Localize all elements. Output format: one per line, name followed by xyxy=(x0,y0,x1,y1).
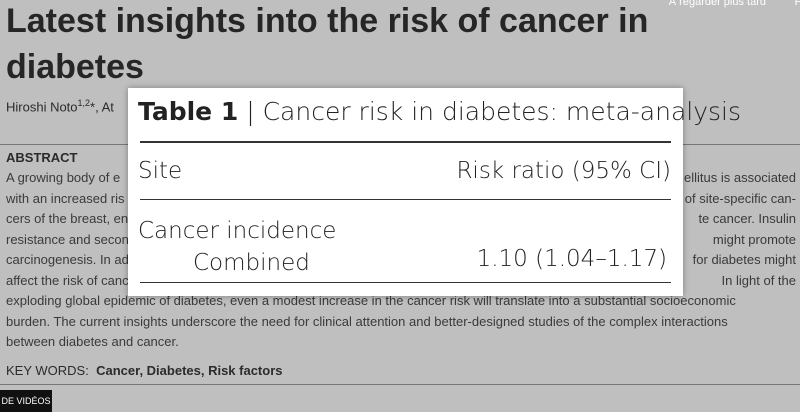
abstract-line: with an increased ris xyxy=(6,190,125,206)
header-cell: Site xyxy=(138,158,183,184)
keywords-text: Cancer, Diabetes, Risk factors xyxy=(96,363,283,378)
abstract-line: between diabetes and cancer. xyxy=(6,334,179,349)
author-rest: *, At xyxy=(90,99,114,115)
abstract-line: might promote xyxy=(712,231,796,247)
watch-later[interactable]: À regarder plus tard xyxy=(668,0,766,8)
table-overlay: Table 1 | Cancer risk in diabetes: meta-… xyxy=(128,88,741,296)
abstract-line: cers of the breast, en xyxy=(6,211,129,226)
table-label: Table 1 xyxy=(138,97,239,126)
abstract-line: In light of the xyxy=(721,272,796,288)
header-cell: Risk ratio (95% CI) xyxy=(456,158,671,184)
value-cell: 1.10 (1.04–1.17) xyxy=(476,246,667,272)
abstract-line: A growing body of e xyxy=(6,170,121,185)
table-rule xyxy=(140,199,671,200)
caption-text: Cancer risk in diabetes: meta-analysis xyxy=(262,97,742,126)
author: Hiroshi Noto xyxy=(6,99,78,115)
abstract-line: exploding global epidemic of diabetes, e… xyxy=(6,293,736,308)
abstract-line: affect the risk of canc xyxy=(6,272,129,288)
divider xyxy=(0,384,800,385)
abstract-line: carcinogenesis. In ad xyxy=(6,252,129,267)
authors: Hiroshi Noto1,2*, At xyxy=(6,98,114,114)
keywords: KEY WORDS: Cancer, Diabetes, Risk factor… xyxy=(6,363,283,378)
caption-separator: | xyxy=(246,97,255,126)
table-caption: Table 1 | Cancer risk in diabetes: meta-… xyxy=(138,97,741,126)
abstract-line: te cancer. Insulin xyxy=(698,211,796,226)
row-cell: Combined xyxy=(193,250,310,276)
abstract-line: burden. The current insights underscore … xyxy=(6,313,728,329)
keywords-label: KEY WORDS: xyxy=(6,363,89,378)
abstract-line: ellitus is associated xyxy=(684,170,796,185)
group-cell: Cancer incidence xyxy=(138,218,337,244)
author-sup: 1,2 xyxy=(77,98,91,108)
paper-title: Latest insights into the risk of cancer … xyxy=(6,2,649,40)
table-rule xyxy=(140,141,671,143)
abstract-heading: ABSTRACT xyxy=(6,150,78,165)
abstract-line: resistance and secon xyxy=(6,231,129,247)
abstract-line: of site-specific can- xyxy=(684,190,796,206)
cut-label: P xyxy=(794,0,800,8)
table-rule xyxy=(140,282,671,283)
abstract-line: for diabetes might xyxy=(692,252,796,267)
paper-title: diabetes xyxy=(6,48,144,86)
more-videos[interactable]: DE VIDÉOS xyxy=(0,390,52,412)
